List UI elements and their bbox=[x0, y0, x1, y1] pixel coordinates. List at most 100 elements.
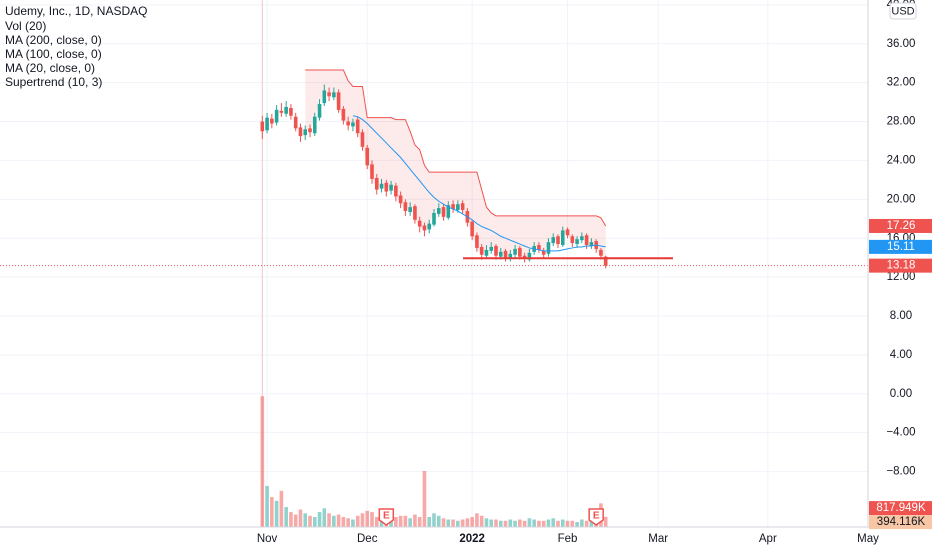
candle-body bbox=[508, 253, 513, 259]
volume-bar bbox=[484, 518, 489, 527]
volume-bar bbox=[456, 520, 460, 527]
candle-body bbox=[312, 116, 317, 134]
candle-body bbox=[441, 207, 446, 217]
candle-body bbox=[284, 106, 288, 114]
legend-entry: MA (200, close, 0) bbox=[5, 33, 102, 47]
candle-body bbox=[274, 109, 279, 123]
candle-body bbox=[398, 195, 403, 204]
price-label-bg bbox=[869, 239, 932, 254]
candle-body bbox=[446, 205, 451, 218]
volume-bar bbox=[332, 515, 336, 527]
volume-bar bbox=[413, 514, 417, 527]
chart-title: Udemy, Inc., 1D, NASDAQ bbox=[5, 4, 147, 18]
volume-bar bbox=[398, 515, 403, 527]
y-tick-label: 8.00 bbox=[890, 310, 912, 322]
volume-bar bbox=[451, 519, 455, 527]
candle-body bbox=[522, 255, 527, 259]
price-label-bg bbox=[869, 218, 932, 233]
x-tick-label: Feb bbox=[558, 533, 578, 545]
x-tick-label: 2022 bbox=[459, 533, 485, 545]
volume-bar bbox=[374, 517, 379, 527]
candle-body bbox=[384, 182, 389, 192]
y-tick-label: 32.00 bbox=[887, 77, 916, 89]
y-tick-label: 24.00 bbox=[887, 154, 916, 166]
candle-body bbox=[513, 248, 517, 255]
candle-body bbox=[432, 212, 436, 225]
candle-body bbox=[293, 116, 298, 129]
volume-bar bbox=[422, 470, 427, 527]
candle-body bbox=[317, 104, 322, 118]
volume-bar bbox=[570, 520, 575, 527]
currency[interactable]: USD bbox=[891, 5, 914, 17]
volume-bar bbox=[312, 517, 317, 527]
volume-bar bbox=[441, 518, 446, 527]
legend-entry: Vol (20) bbox=[5, 19, 46, 33]
volume-bar bbox=[360, 513, 365, 527]
y-tick-label: 0.00 bbox=[890, 388, 912, 400]
volume-ma-label: 394.116K bbox=[877, 516, 926, 528]
supertrend-line bbox=[305, 69, 607, 227]
candle-body bbox=[489, 246, 494, 251]
price-label: 15.11 bbox=[887, 241, 915, 253]
volume-bar bbox=[351, 519, 355, 527]
event-marker bbox=[588, 508, 604, 526]
volume-bar bbox=[551, 518, 556, 527]
currency-box[interactable] bbox=[889, 2, 917, 20]
volume-bar bbox=[603, 516, 608, 527]
candle-body bbox=[389, 184, 393, 191]
candle-body bbox=[575, 239, 579, 245]
volume-bar bbox=[575, 522, 579, 527]
candle-body bbox=[336, 92, 341, 110]
candle-body bbox=[589, 242, 594, 246]
y-tick-label: 28.00 bbox=[887, 116, 916, 128]
candle-body bbox=[551, 237, 556, 244]
volume-bar bbox=[537, 520, 541, 527]
candle-body bbox=[518, 247, 522, 257]
candle-body bbox=[332, 92, 336, 98]
candle-body bbox=[537, 245, 541, 250]
volume-label-bg bbox=[869, 501, 932, 516]
volume-bar bbox=[470, 517, 474, 527]
volume-bar bbox=[446, 519, 451, 527]
supertrend-fill bbox=[305, 70, 606, 266]
candle-body bbox=[289, 107, 293, 116]
candle-body bbox=[494, 245, 498, 256]
volume-bar bbox=[580, 519, 584, 527]
volume-bar bbox=[394, 517, 398, 527]
candle-body bbox=[599, 249, 603, 256]
candle-body bbox=[355, 119, 360, 134]
volume-bar bbox=[260, 396, 265, 527]
price-label-bg bbox=[869, 258, 932, 273]
volume-label: 817.949K bbox=[876, 502, 926, 514]
candle-body bbox=[498, 251, 503, 257]
candle-body bbox=[570, 236, 575, 244]
volume-bar bbox=[508, 519, 513, 527]
candle-body bbox=[436, 208, 441, 214]
volume-bar bbox=[327, 513, 331, 527]
volume-bar bbox=[336, 514, 341, 527]
x-tick-label: Nov bbox=[257, 533, 278, 545]
volume-bar bbox=[541, 520, 546, 527]
volume-bar bbox=[436, 515, 441, 527]
x-tick-label: Dec bbox=[357, 533, 378, 545]
volume-bar bbox=[475, 513, 479, 527]
volume-bar bbox=[298, 509, 303, 527]
candle-body bbox=[413, 206, 417, 220]
y-tick-label: −4.00 bbox=[886, 427, 915, 439]
volume-bar bbox=[498, 520, 503, 527]
volume-bar bbox=[513, 520, 517, 527]
volume-bar bbox=[546, 519, 551, 527]
candle-body bbox=[346, 121, 350, 126]
volume-bar bbox=[584, 520, 589, 527]
legend: Udemy, Inc., 1D, NASDAQ Vol (20) MA (200… bbox=[5, 2, 917, 89]
legend-entry: Supertrend (10, 3) bbox=[5, 75, 102, 89]
volume-bar bbox=[341, 517, 346, 527]
candle-body bbox=[322, 90, 327, 104]
candle-body bbox=[417, 220, 422, 227]
grid bbox=[0, 0, 869, 527]
candle-body bbox=[541, 250, 546, 255]
candle-body bbox=[351, 122, 355, 127]
price-label: 13.18 bbox=[887, 260, 916, 272]
